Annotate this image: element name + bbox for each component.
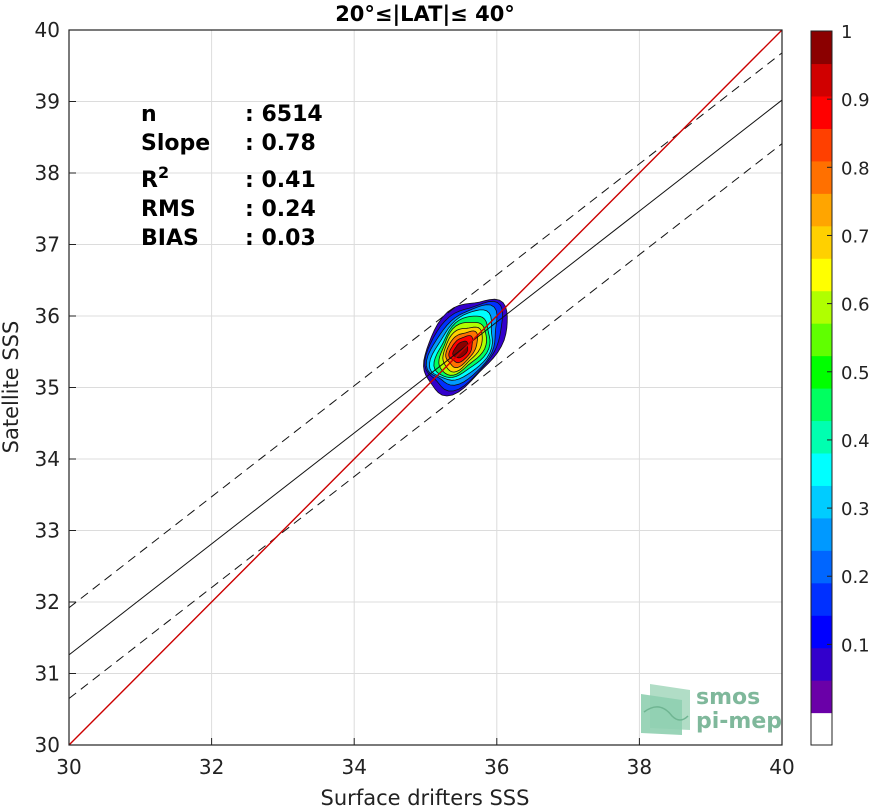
colorbar-segment bbox=[811, 615, 832, 649]
y-tick-label: 36 bbox=[35, 304, 60, 328]
y-tick-label: 37 bbox=[35, 233, 60, 257]
lower-confidence-line bbox=[68, 143, 783, 699]
x-tick-label: 32 bbox=[199, 755, 224, 779]
colorbar-segment bbox=[811, 31, 832, 65]
y-tick-label: 39 bbox=[35, 90, 60, 114]
stat-label: BIAS bbox=[141, 226, 199, 251]
colorbar-segment bbox=[811, 258, 832, 292]
logo-text-smos: smos bbox=[696, 685, 760, 710]
colorbar-tick-label: 0.1 bbox=[841, 635, 870, 656]
stat-label: n bbox=[141, 102, 157, 127]
stat-value: : 6514 bbox=[245, 102, 323, 127]
y-tick-label: 35 bbox=[35, 376, 60, 400]
colorbar-tick-label: 0.7 bbox=[841, 226, 870, 247]
stat-value: : 0.03 bbox=[245, 226, 316, 251]
colorbar-tick-label: 0.6 bbox=[841, 295, 870, 316]
y-tick-label: 38 bbox=[35, 161, 60, 185]
colorbar-segment bbox=[811, 160, 832, 194]
colorbar-segment bbox=[811, 420, 832, 454]
chart-title: 20°≤|LAT|≤ 40° bbox=[335, 2, 515, 27]
stat-value: : 0.41 bbox=[245, 168, 316, 193]
colorbar-segment bbox=[811, 355, 832, 389]
y-tick-label: 40 bbox=[35, 18, 60, 42]
y-tick-label: 34 bbox=[35, 447, 60, 471]
colorbar-segment bbox=[811, 712, 832, 746]
logo-text-pimep: pi-mep bbox=[696, 709, 782, 734]
colorbar-segment bbox=[811, 680, 832, 714]
colorbar-frame bbox=[810, 30, 833, 746]
colorbar-segment bbox=[811, 193, 832, 227]
x-tick-labels: 30 32 34 36 38 40 bbox=[56, 738, 795, 779]
colorbar-tick-label: 1 bbox=[841, 22, 852, 43]
stat-value: : 0.24 bbox=[245, 197, 316, 222]
colorbar-tick-label: 0.5 bbox=[841, 363, 870, 384]
colorbar-segment bbox=[811, 95, 832, 129]
colorbar-segment bbox=[811, 290, 832, 324]
y-tick-label: 31 bbox=[35, 662, 60, 686]
colorbar-segment bbox=[811, 128, 832, 162]
colorbar-segment bbox=[811, 388, 832, 422]
colorbar-tick-label: 0.3 bbox=[841, 499, 870, 520]
x-tick-label: 30 bbox=[56, 755, 81, 779]
colorbar: 0.1 0.2 0.3 0.4 0.5 0.6 0.7 0.8 0.9 1 bbox=[810, 22, 870, 746]
colorbar-segment bbox=[811, 647, 832, 681]
x-tick-label: 40 bbox=[769, 755, 794, 779]
x-tick-label: 38 bbox=[627, 755, 652, 779]
colorbar-segment bbox=[811, 63, 832, 97]
colorbar-segment bbox=[811, 323, 832, 357]
y-tick-label: 32 bbox=[35, 590, 60, 614]
colorbar-tick-label: 0.2 bbox=[841, 567, 870, 588]
colorbar-segment bbox=[811, 225, 832, 259]
stat-label: R2 bbox=[141, 163, 169, 193]
logo-mark-icon bbox=[641, 684, 690, 735]
y-tick-labels: 30 31 32 33 34 35 36 37 38 39 40 bbox=[35, 18, 76, 757]
regression-line bbox=[68, 99, 783, 656]
x-tick-label: 34 bbox=[341, 755, 366, 779]
statistics-box: n : 6514 Slope : 0.78 R2 : 0.41 RMS : 0.24 BIAS:… bbox=[141, 102, 323, 251]
colorbar-segment bbox=[811, 452, 832, 486]
x-axis-label: Surface drifters SSS bbox=[321, 786, 530, 808]
y-tick-label: 30 bbox=[35, 733, 60, 757]
y-axis-label: Satellite SSS bbox=[0, 321, 23, 454]
colorbar-segment bbox=[811, 582, 832, 616]
colorbar-tick-label: 0.9 bbox=[841, 90, 870, 111]
stat-label: RMS bbox=[141, 197, 196, 222]
upper-confidence-line bbox=[68, 52, 783, 609]
stat-value: : 0.78 bbox=[245, 131, 316, 156]
colorbar-segment bbox=[811, 517, 832, 551]
colorbar-segment bbox=[811, 485, 832, 519]
identity-line bbox=[68, 29, 783, 746]
colorbar-tick-label: 0.8 bbox=[841, 158, 870, 179]
colorbar-segment bbox=[811, 550, 832, 584]
smos-pi-mep-logo: smos pi-mep bbox=[641, 684, 782, 735]
x-tick-label: 36 bbox=[484, 755, 509, 779]
stat-label: Slope bbox=[141, 131, 210, 156]
reference-lines bbox=[68, 29, 783, 746]
y-tick-label: 33 bbox=[35, 519, 60, 543]
colorbar-tick-label: 0.4 bbox=[841, 431, 870, 452]
